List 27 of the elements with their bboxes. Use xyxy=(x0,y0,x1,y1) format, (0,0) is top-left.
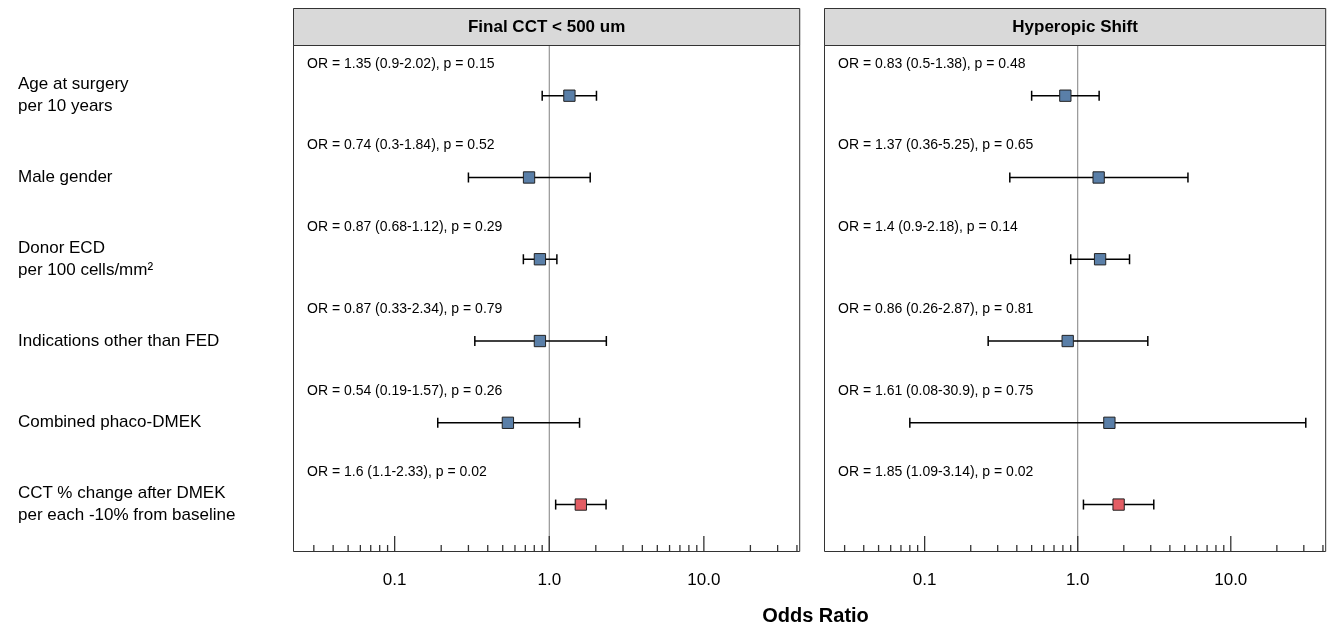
x-tick-label: 0.1 xyxy=(912,569,937,589)
y-tick-label: CCT % change after DMEK per each -10% from baseline xyxy=(18,483,236,525)
annotation: OR = 1.35 (0.9-2.02), p = 0.15 xyxy=(307,54,495,71)
y-tick-label: Age at surgery per 10 years xyxy=(18,74,130,116)
annotation: OR = 1.85 (1.09-3.14), p = 0.02 xyxy=(838,463,1034,480)
x-tick-label: 1.0 xyxy=(537,569,562,589)
annotation: OR = 0.86 (0.26-2.87), p = 0.81 xyxy=(838,299,1034,316)
annotation: OR = 1.61 (0.08-30.9), p = 0.75 xyxy=(838,381,1034,398)
annotation: OR = 0.87 (0.33-2.34), p = 0.79 xyxy=(307,299,503,316)
annotation: OR = 1.37 (0.36-5.25), p = 0.65 xyxy=(838,136,1034,153)
annotation: OR = 0.83 (0.5-1.38), p = 0.48 xyxy=(838,54,1026,71)
y-tick-label: Indications other than FED xyxy=(18,330,220,350)
annotation: OR = 1.6 (1.1-2.33), p = 0.02 xyxy=(307,463,487,480)
x-tick-label: 0.1 xyxy=(382,569,407,589)
x-axis-title: Odds Ratio xyxy=(761,604,870,627)
y-tick-label: Male gender xyxy=(18,167,113,187)
x-tick-label: 10.0 xyxy=(1214,569,1248,589)
annotation: OR = 0.74 (0.3-1.84), p = 0.52 xyxy=(307,136,495,153)
chart-title: Hyperopic Shift xyxy=(1012,17,1139,37)
y-tick-label: Donor ECD per 100 cells/mm² xyxy=(18,237,154,279)
x-tick-label: 1.0 xyxy=(1065,569,1090,589)
annotation: OR = 0.54 (0.19-1.57), p = 0.26 xyxy=(307,381,503,398)
annotation: OR = 0.87 (0.68-1.12), p = 0.29 xyxy=(307,218,503,235)
chart-title: Final CCT < 500 um xyxy=(467,17,626,37)
annotation: OR = 1.4 (0.9-2.18), p = 0.14 xyxy=(838,218,1018,235)
x-tick-label: 10.0 xyxy=(687,569,721,589)
y-tick-label: Combined phaco-DMEK xyxy=(18,412,202,432)
